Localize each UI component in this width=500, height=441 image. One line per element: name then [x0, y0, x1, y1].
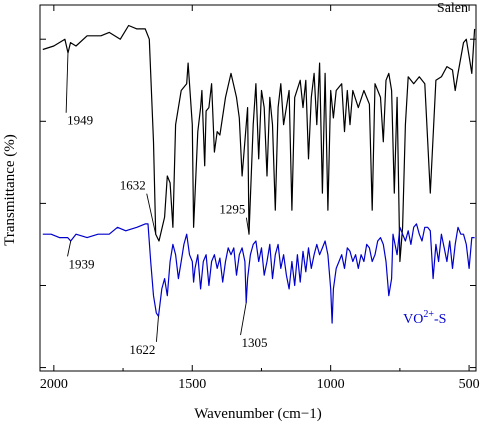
series-label-salen: Salen	[437, 1, 468, 16]
series-label-vo-main: VO	[403, 312, 423, 327]
annotation-leader-1295	[245, 217, 250, 235]
annotation-label-1305: 1305	[242, 335, 268, 350]
x-axis-ticks: 2000 1500 1000 500	[40, 5, 480, 392]
series-layer	[42, 24, 476, 324]
annotation-layer: 1949 1632 1295 1939 1622 1305	[65, 52, 268, 357]
x-tick-label-2000: 2000	[40, 377, 68, 392]
annotation-leader-1305	[240, 302, 247, 336]
series-label-vo: VO2+-S	[403, 309, 446, 327]
x-axis-title: Wavenumber (cm−1)	[194, 406, 322, 422]
annotation-label-1949: 1949	[67, 113, 93, 128]
annotation-label-1632: 1632	[120, 178, 146, 193]
plot-frame	[39, 4, 477, 372]
annotation-leader-1939	[67, 240, 72, 257]
y-axis-title: Transmittance (%)	[2, 134, 18, 246]
y-axis-ticks	[40, 38, 476, 369]
annotation-label-1939: 1939	[69, 256, 95, 271]
annotation-leader-1632	[146, 193, 157, 235]
annotation-leader-1949	[65, 52, 69, 113]
series-line-1	[42, 223, 475, 324]
annotation-label-1622: 1622	[129, 342, 155, 357]
annotation-label-1295: 1295	[219, 202, 245, 217]
x-tick-label-1000: 1000	[317, 377, 345, 392]
annotation-leader-1622	[155, 316, 159, 342]
series-label-vo-sup: 2+	[423, 309, 434, 320]
x-tick-label-1500: 1500	[178, 377, 206, 392]
series-label-vo-tail: -S	[434, 312, 446, 327]
x-tick-label-500: 500	[459, 377, 480, 392]
series-line-0	[42, 24, 476, 263]
